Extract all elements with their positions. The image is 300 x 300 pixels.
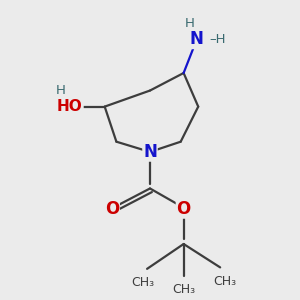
Text: N: N bbox=[190, 30, 204, 48]
Text: O: O bbox=[176, 200, 191, 218]
Text: HO: HO bbox=[57, 99, 83, 114]
Text: CH₃: CH₃ bbox=[172, 284, 195, 296]
Text: –H: –H bbox=[209, 33, 226, 46]
Text: O: O bbox=[105, 200, 119, 218]
Text: CH₃: CH₃ bbox=[213, 275, 236, 288]
Text: H: H bbox=[56, 84, 66, 97]
Text: CH₃: CH₃ bbox=[131, 276, 154, 289]
Text: N: N bbox=[143, 143, 157, 161]
Text: H: H bbox=[184, 17, 194, 30]
